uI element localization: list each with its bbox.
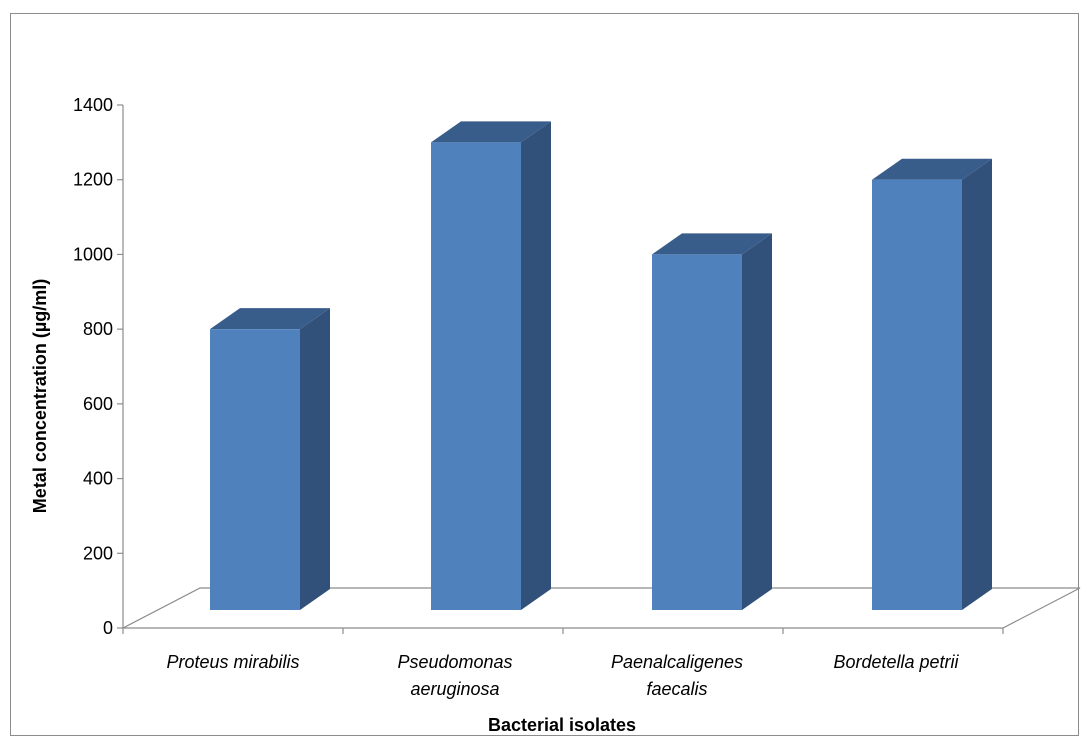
- bar-side: [521, 121, 551, 610]
- bar: [652, 233, 772, 610]
- bar-top: [652, 233, 772, 255]
- x-category-label: Paenalcaligenes faecalis: [611, 652, 743, 699]
- y-tick-label: 1400: [73, 95, 113, 115]
- y-tick-label: 1200: [73, 170, 113, 190]
- bar: [872, 158, 992, 610]
- y-tick-label: 1000: [73, 244, 113, 264]
- bar-front: [872, 179, 962, 610]
- y-tick-label: 800: [83, 319, 113, 339]
- x-category-label: Bordetella petrii: [833, 652, 959, 672]
- bar-front: [652, 254, 742, 610]
- bar-side: [962, 158, 992, 610]
- bar-front: [431, 142, 521, 610]
- bar-top: [431, 121, 551, 143]
- bar-top: [210, 308, 330, 330]
- x-axis-title: Bacterial isolates: [488, 715, 636, 735]
- bar-front: [210, 329, 300, 610]
- y-tick-label: 0: [103, 618, 113, 638]
- y-axis-title: Metal concentration (µg/ml): [30, 279, 50, 513]
- y-tick-label: 400: [83, 469, 113, 489]
- bar: [431, 121, 551, 610]
- y-tick-label: 200: [83, 543, 113, 563]
- x-category-label: Proteus mirabilis: [166, 652, 299, 672]
- y-tick-label: 600: [83, 394, 113, 414]
- bar: [210, 308, 330, 610]
- bar-top: [872, 158, 992, 180]
- bar-side: [300, 308, 330, 610]
- x-category-label: Pseudomonas aeruginosa: [397, 652, 512, 699]
- bar-side: [742, 233, 772, 610]
- chart-floor: [122, 587, 1081, 629]
